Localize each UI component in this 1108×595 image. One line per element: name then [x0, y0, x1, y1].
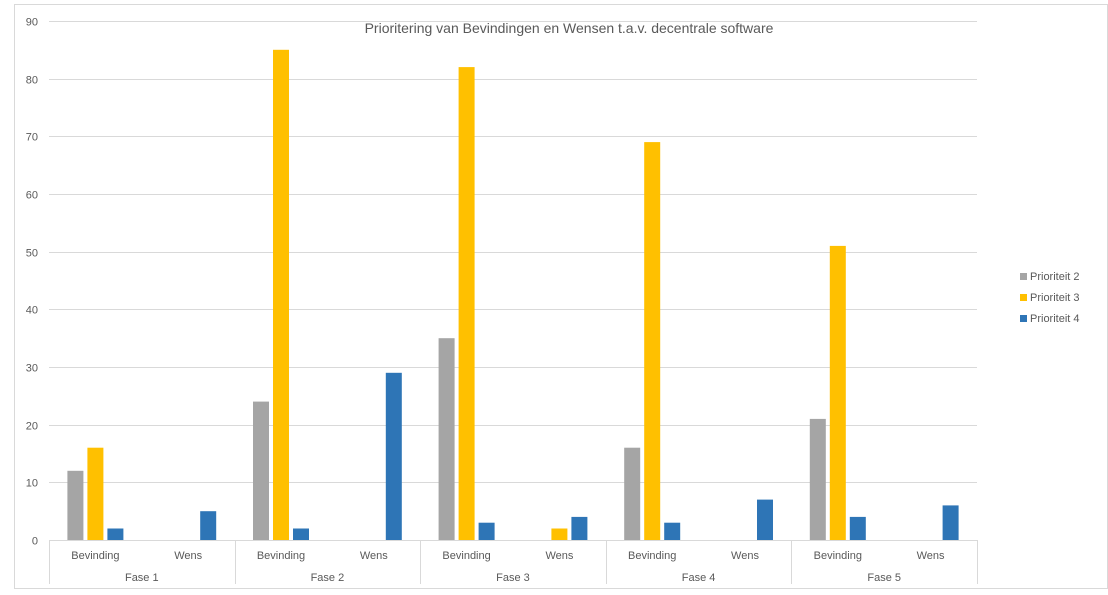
- y-tick-label: 20: [26, 421, 38, 433]
- bar: [942, 505, 959, 540]
- y-tick-label: 80: [26, 75, 38, 87]
- x-tick-label: Wens: [545, 550, 573, 562]
- y-axis: 0 10 20 30 40 50 60 70 80 90: [26, 17, 38, 548]
- x-group-label: Fase 4: [682, 572, 716, 584]
- bar: [757, 499, 773, 540]
- bar: [664, 522, 681, 540]
- bar: [293, 528, 309, 540]
- bar: [253, 401, 269, 540]
- bar: [438, 338, 455, 540]
- chart-title: Prioritering van Bevindingen en Wensen t…: [365, 20, 774, 36]
- y-tick-label: 10: [26, 478, 38, 490]
- x-tick-label: Wens: [174, 550, 202, 562]
- bar: [87, 447, 104, 540]
- x-tick-label: Wens: [731, 550, 759, 562]
- x-group-label: Fase 1: [125, 572, 159, 584]
- bar: [644, 142, 661, 540]
- x-group-label: Fase 3: [496, 572, 530, 584]
- x-group-label: Fase 2: [311, 572, 345, 584]
- legend-swatch: [1020, 294, 1027, 301]
- x-tick-label: Bevinding: [628, 550, 676, 562]
- legend-label: Prioriteit 4: [1030, 313, 1080, 325]
- bar: [200, 511, 217, 540]
- bar: [809, 418, 826, 540]
- legend-label: Prioriteit 3: [1030, 292, 1080, 304]
- x-axis: Bevinding Wens Bevinding Wens Bevinding Wens B…: [49, 540, 978, 584]
- bar: [273, 49, 289, 541]
- y-tick-label: 40: [26, 305, 38, 317]
- x-tick-label: Bevinding: [257, 550, 305, 562]
- gridlines: [49, 21, 977, 483]
- y-tick-label: 0: [32, 536, 38, 548]
- legend-label: Prioriteit 2: [1030, 271, 1080, 283]
- y-tick-label: 60: [26, 190, 38, 202]
- y-tick-label: 50: [26, 248, 38, 260]
- bar: [624, 447, 641, 540]
- legend-swatch: [1020, 273, 1027, 280]
- y-tick-label: 70: [26, 132, 38, 144]
- x-tick-label: Bevinding: [71, 550, 119, 562]
- x-tick-label: Bevinding: [442, 550, 490, 562]
- bar: [107, 528, 124, 540]
- legend: Prioriteit 2 Prioriteit 3 Prioriteit 4: [1020, 271, 1080, 325]
- bar: [829, 245, 846, 540]
- x-tick-label: Wens: [360, 550, 388, 562]
- legend-swatch: [1020, 315, 1027, 322]
- y-tick-label: 30: [26, 363, 38, 375]
- bar: [849, 516, 866, 540]
- x-tick-label: Wens: [917, 550, 945, 562]
- bar: [67, 470, 84, 540]
- bar: [478, 522, 495, 540]
- bar: [385, 372, 402, 540]
- chart-border: [14, 4, 1108, 589]
- bar: [458, 67, 475, 540]
- bar: [571, 516, 588, 540]
- bars: [67, 49, 959, 541]
- x-group-label: Fase 5: [867, 572, 901, 584]
- bar: [551, 528, 568, 540]
- x-tick-label: Bevinding: [814, 550, 862, 562]
- y-tick-label: 90: [26, 17, 38, 29]
